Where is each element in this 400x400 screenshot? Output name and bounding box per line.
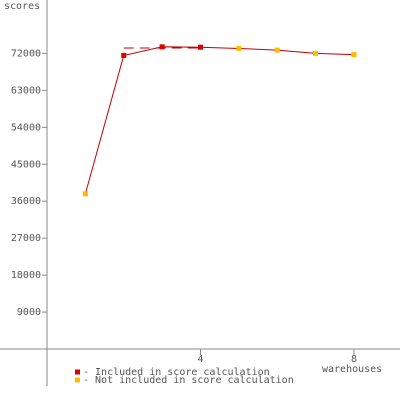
y-tick-label: 27000 xyxy=(11,233,41,244)
x-tick-label: 4 xyxy=(197,354,203,365)
point xyxy=(159,44,165,50)
y-tick-label: 72000 xyxy=(11,48,41,59)
point xyxy=(274,47,280,53)
point xyxy=(197,44,203,50)
y-tick-label: 63000 xyxy=(11,85,41,96)
legend-label: - Not included in score calculation xyxy=(83,375,294,386)
y-tick-label: 54000 xyxy=(11,122,41,133)
point xyxy=(313,50,319,56)
score-line xyxy=(84,46,354,194)
legend-swatch xyxy=(75,369,80,375)
legend-label: - Included in score calculation xyxy=(83,367,270,378)
point xyxy=(82,191,88,197)
y-tick-label: 9000 xyxy=(17,307,41,318)
y-tick-label: 36000 xyxy=(11,196,41,207)
point xyxy=(121,52,127,58)
y-tick-label: 18000 xyxy=(11,270,41,281)
y-tick-label: 45000 xyxy=(11,159,41,170)
x-tick-label: 8 xyxy=(351,354,357,365)
point xyxy=(236,45,242,51)
y-axis-label: scores xyxy=(4,1,40,12)
point xyxy=(351,52,357,58)
legend-swatch xyxy=(75,377,80,383)
x-axis-label: warehouses xyxy=(322,364,382,375)
